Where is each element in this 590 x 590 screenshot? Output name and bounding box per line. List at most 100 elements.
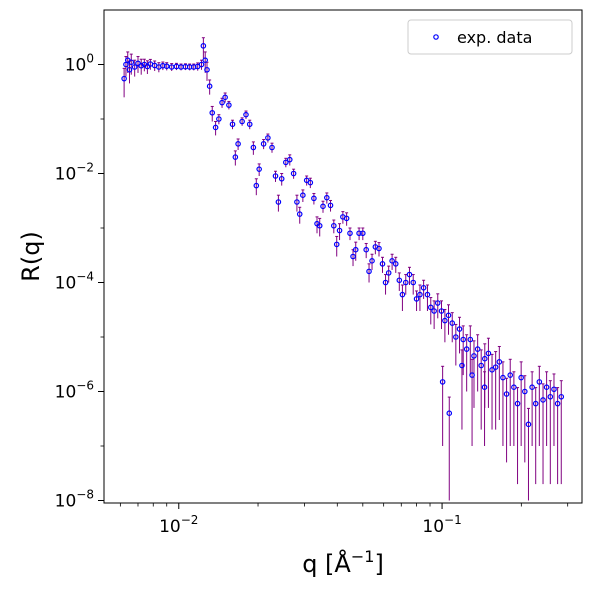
x-axis-title-sup: −1 [351,547,375,566]
data-point [558,393,565,400]
data-point [413,296,420,302]
data-point [522,388,528,395]
data-point [286,156,293,163]
data-point [219,99,225,106]
data-point [406,271,413,278]
data-point [163,63,170,70]
data-point [200,43,207,49]
data-point [529,384,535,390]
x-axis: 10−2 10−1 [119,503,569,537]
data-point [525,421,532,428]
data-point [128,59,135,66]
data-point [532,400,539,407]
data-point [445,312,452,319]
data-point [496,359,503,365]
data-point [518,374,524,381]
data-point [396,277,403,284]
y-tick-exp: −8 [76,488,94,502]
x-tick-base: 10 [422,517,444,537]
data-point [369,258,375,264]
data-point [235,141,241,147]
y-tick-base: 10 [55,274,77,294]
data-point [316,222,323,229]
data-point [439,379,446,385]
x-tick-label: 10−1 [422,513,461,537]
data-point [229,121,236,128]
data-point [481,355,488,362]
legend-label: exp. data [457,28,532,47]
data-point [420,284,427,291]
data-point [417,291,423,298]
data-point [427,304,434,311]
data-point [311,195,317,202]
data-point [474,346,481,352]
data-point [469,372,475,378]
data-point [222,94,228,101]
x-tick-label: 10−2 [159,513,198,537]
data-point [226,102,232,108]
x-tick-exp: −2 [181,513,199,527]
data-point [121,75,127,82]
y-tick-label: 10−4 [55,270,94,294]
data-point [547,393,554,400]
legend-box [407,19,573,55]
data-point [511,384,517,390]
data-point [481,384,488,390]
data-point [540,397,546,403]
data-point [399,291,406,298]
data-point [296,211,303,217]
data-point [389,258,395,264]
data-point [471,353,477,359]
data-point [410,279,417,286]
data-point [253,182,260,189]
data-point [265,135,271,141]
data-point [360,230,366,237]
data-point [449,320,456,326]
data-point [206,83,213,89]
data-point [256,166,262,172]
data-point [467,336,474,343]
data-point [478,362,484,369]
y-tick-label: 10−8 [55,488,94,512]
y-tick-exp: −2 [76,161,94,175]
data-point [551,386,557,393]
data-point [402,279,409,286]
data-point [554,400,561,407]
x-axis-title: q [Å−1] [302,547,384,578]
data-point [204,66,210,73]
data-point [131,64,138,70]
data-point [350,253,356,260]
data-point [327,202,334,209]
data-point [209,109,216,116]
data-point [463,346,470,352]
data-point [460,336,466,343]
y-tick-base: 10 [65,56,87,76]
data-point [536,379,543,385]
data-point [500,374,506,381]
data-point [198,61,205,68]
data-point [453,334,459,340]
data-point [385,270,392,276]
data-point [366,268,372,275]
data-point [246,121,253,128]
data-point [503,391,510,397]
data-point [489,367,495,373]
data-point [392,261,399,267]
data-point [424,291,431,298]
data-point [232,154,239,160]
data-point [438,308,445,314]
data-point [138,62,145,69]
data-point [239,118,245,125]
data-point [446,410,453,416]
data-point [376,245,382,252]
y-tick-label: 100 [65,52,94,76]
data-point [275,199,282,205]
y-axis-title: R(q) [17,231,45,282]
data-point [456,326,463,332]
data-point [442,317,448,324]
data-point [307,179,314,186]
data-point [507,372,514,378]
